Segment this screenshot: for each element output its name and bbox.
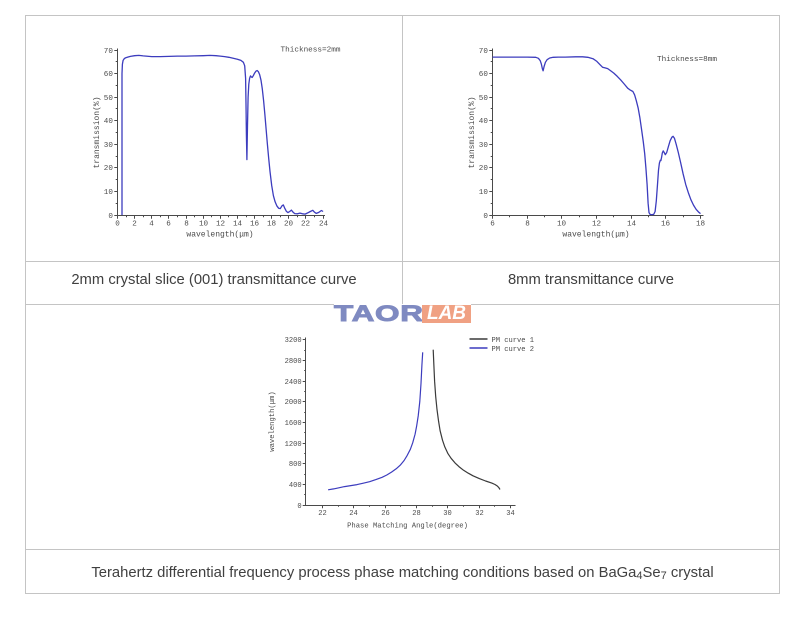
svg-text:10: 10 <box>479 189 489 197</box>
svg-text:0: 0 <box>483 213 488 221</box>
svg-text:60: 60 <box>104 71 114 79</box>
svg-text:800: 800 <box>289 461 302 469</box>
svg-text:2000: 2000 <box>285 399 302 407</box>
svg-text:18: 18 <box>267 220 277 228</box>
svg-text:70: 70 <box>479 48 489 56</box>
svg-text:50: 50 <box>479 95 489 103</box>
svg-text:10: 10 <box>199 220 209 228</box>
svg-text:0: 0 <box>297 503 301 511</box>
svg-text:12: 12 <box>592 220 602 228</box>
svg-text:wavelength(μm): wavelength(μm) <box>186 231 253 240</box>
svg-text:wavelength(μm): wavelength(μm) <box>562 231 629 240</box>
svg-text:3200: 3200 <box>285 337 302 345</box>
svg-text:40: 40 <box>104 118 114 126</box>
svg-text:40: 40 <box>479 118 489 126</box>
svg-text:8: 8 <box>525 220 530 228</box>
svg-text:1200: 1200 <box>285 441 302 449</box>
svg-text:transmission(%): transmission(%) <box>468 96 477 168</box>
svg-text:12: 12 <box>216 220 226 228</box>
svg-text:70: 70 <box>104 48 114 56</box>
svg-text:34: 34 <box>506 510 515 518</box>
svg-text:2: 2 <box>132 220 137 228</box>
svg-text:PM curve 2: PM curve 2 <box>492 346 535 354</box>
svg-text:PM curve 1: PM curve 1 <box>492 337 535 345</box>
svg-text:Phase Matching Angle(degree): Phase Matching Angle(degree) <box>347 522 468 530</box>
svg-text:1600: 1600 <box>285 420 302 428</box>
svg-text:0: 0 <box>108 213 113 221</box>
svg-text:0: 0 <box>115 220 120 228</box>
svg-text:50: 50 <box>104 95 114 103</box>
svg-text:wavelength(μm): wavelength(μm) <box>269 391 277 451</box>
svg-text:26: 26 <box>381 510 390 518</box>
svg-text:2400: 2400 <box>285 379 302 387</box>
svg-text:Thickness=8mm: Thickness=8mm <box>657 56 717 64</box>
svg-text:8: 8 <box>184 220 189 228</box>
svg-text:24: 24 <box>319 220 329 228</box>
svg-text:10: 10 <box>104 189 114 197</box>
svg-text:18: 18 <box>696 220 706 228</box>
svg-text:30: 30 <box>443 510 452 518</box>
svg-text:6: 6 <box>490 220 495 228</box>
svg-text:22: 22 <box>301 220 311 228</box>
svg-text:22: 22 <box>318 510 327 518</box>
svg-text:Thickness=2mm: Thickness=2mm <box>281 47 341 55</box>
svg-text:14: 14 <box>233 220 243 228</box>
svg-text:30: 30 <box>104 142 114 150</box>
svg-text:24: 24 <box>349 510 358 518</box>
svg-text:60: 60 <box>479 71 489 79</box>
svg-text:10: 10 <box>557 220 567 228</box>
svg-text:400: 400 <box>289 482 302 490</box>
svg-text:16: 16 <box>250 220 260 228</box>
svg-text:2800: 2800 <box>285 358 302 366</box>
svg-text:28: 28 <box>412 510 421 518</box>
svg-text:32: 32 <box>475 510 484 518</box>
svg-text:14: 14 <box>627 220 637 228</box>
svg-text:20: 20 <box>104 165 114 173</box>
svg-text:4: 4 <box>149 220 154 228</box>
svg-text:6: 6 <box>166 220 171 228</box>
svg-text:16: 16 <box>661 220 671 228</box>
svg-text:20: 20 <box>284 220 294 228</box>
svg-text:30: 30 <box>479 142 489 150</box>
svg-text:20: 20 <box>479 165 489 173</box>
svg-text:transmission(%): transmission(%) <box>93 96 102 168</box>
